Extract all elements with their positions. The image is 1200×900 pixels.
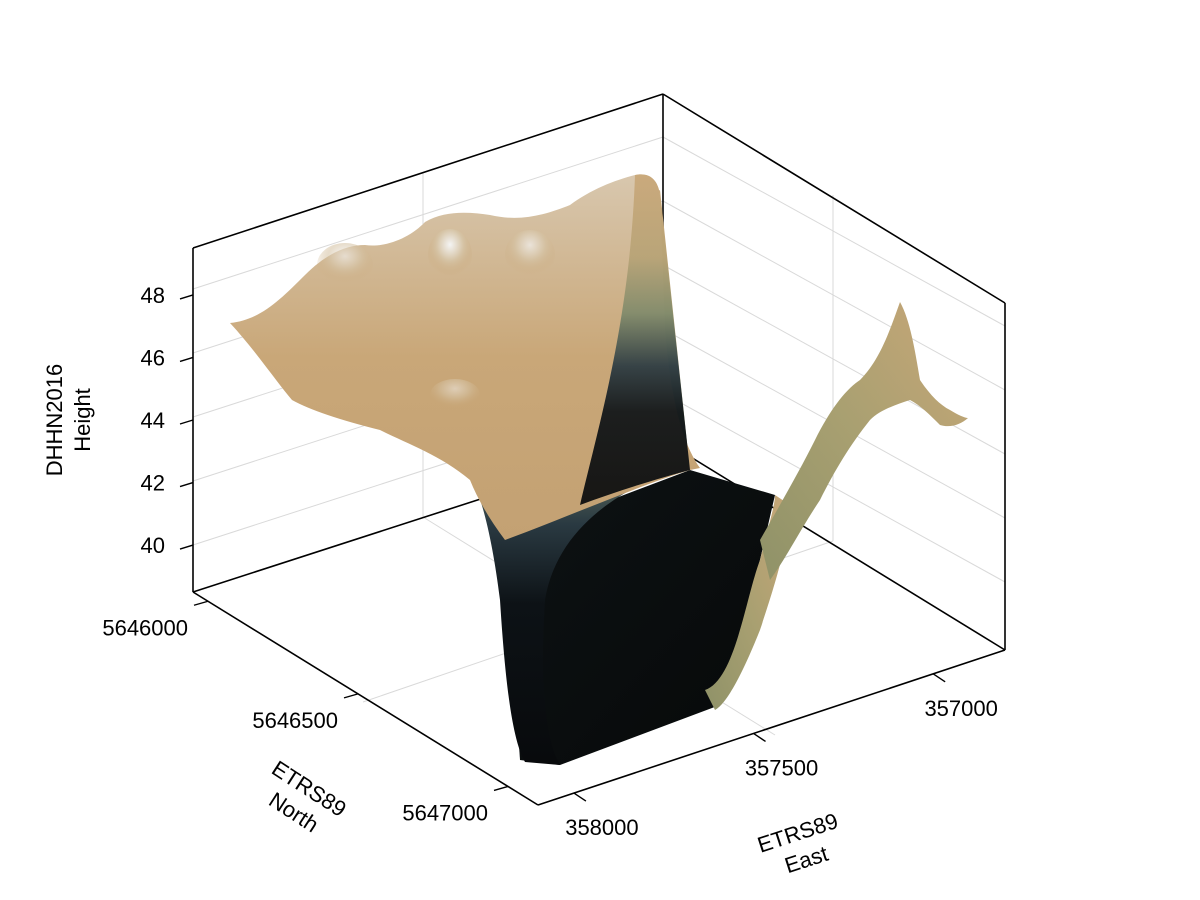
grid-back-right-z46 bbox=[662, 200, 1006, 391]
y-tick-mark bbox=[343, 693, 359, 699]
z-tick-mark bbox=[179, 419, 194, 425]
z-tick-label: 42 bbox=[141, 471, 165, 496]
terrain-surface bbox=[230, 174, 968, 765]
z-tick-label: 44 bbox=[141, 408, 165, 433]
peak-highlight bbox=[505, 230, 555, 280]
x-tick-label: 357500 bbox=[745, 755, 818, 780]
peak-highlight bbox=[430, 379, 480, 411]
z-axis: 40 42 44 46 48 bbox=[141, 283, 194, 558]
grid-back-left-z48 bbox=[192, 136, 664, 290]
x-axis-label: ETRS89 East bbox=[754, 808, 841, 878]
peak-highlight bbox=[428, 229, 472, 281]
x-tick-mark bbox=[573, 792, 587, 802]
y-tick-label: 5646000 bbox=[102, 615, 188, 640]
grid-back-right-z48 bbox=[662, 136, 1006, 327]
y-tick-mark bbox=[493, 785, 509, 792]
z-tick-label: 46 bbox=[141, 345, 165, 370]
x-tick-mark bbox=[932, 673, 946, 683]
y-tick-label: 5646500 bbox=[252, 708, 338, 733]
peak-highlight bbox=[317, 243, 373, 287]
x-axis: 357000 357500 358000 bbox=[565, 673, 998, 840]
z-axis-label-line2: Height bbox=[70, 388, 95, 452]
z-axis-label: DHHN2016 Height bbox=[42, 364, 95, 477]
east-ridge bbox=[760, 302, 968, 580]
y-tick-mark bbox=[193, 600, 209, 606]
z-tick-mark bbox=[179, 294, 194, 300]
z-tick-label: 48 bbox=[141, 283, 165, 308]
z-tick-label: 40 bbox=[141, 533, 165, 558]
z-tick-mark bbox=[179, 544, 194, 550]
grid-back-right-z40 bbox=[662, 392, 1006, 583]
y-tick-label: 5647000 bbox=[402, 800, 488, 825]
y-axis-label: ETRS89 North bbox=[264, 756, 350, 838]
y-axis: 5646000 5646500 5647000 bbox=[102, 600, 509, 825]
x-tick-mark bbox=[753, 732, 766, 743]
x-tick-label: 357000 bbox=[924, 696, 997, 721]
z-tick-mark bbox=[179, 356, 194, 363]
x-tick-label: 358000 bbox=[565, 815, 638, 840]
z-tick-mark bbox=[179, 481, 194, 488]
z-axis-label-line1: DHHN2016 bbox=[42, 364, 67, 477]
plateau-edge bbox=[580, 174, 690, 505]
